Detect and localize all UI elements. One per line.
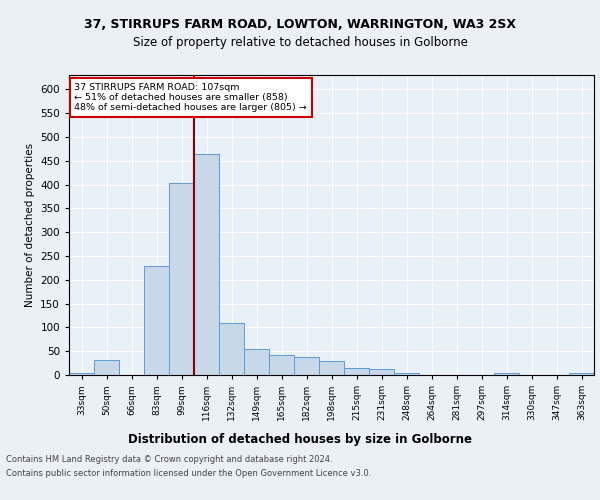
Bar — [494, 372, 519, 375]
Bar — [569, 372, 594, 375]
Y-axis label: Number of detached properties: Number of detached properties — [25, 143, 35, 307]
Text: 37 STIRRUPS FARM ROAD: 107sqm
← 51% of detached houses are smaller (858)
48% of : 37 STIRRUPS FARM ROAD: 107sqm ← 51% of d… — [74, 82, 307, 112]
Bar — [269, 354, 294, 375]
Bar — [319, 360, 344, 375]
Bar — [169, 183, 194, 375]
Text: 37, STIRRUPS FARM ROAD, LOWTON, WARRINGTON, WA3 2SX: 37, STIRRUPS FARM ROAD, LOWTON, WARRINGT… — [84, 18, 516, 30]
Bar — [144, 266, 169, 375]
Bar — [294, 357, 319, 375]
Text: Size of property relative to detached houses in Golborne: Size of property relative to detached ho… — [133, 36, 467, 49]
Bar — [369, 369, 394, 375]
Text: Contains public sector information licensed under the Open Government Licence v3: Contains public sector information licen… — [6, 469, 371, 478]
Bar — [94, 360, 119, 375]
Bar — [219, 322, 244, 375]
Bar — [244, 350, 269, 375]
Text: Contains HM Land Registry data © Crown copyright and database right 2024.: Contains HM Land Registry data © Crown c… — [6, 456, 332, 464]
Bar — [344, 368, 369, 375]
Text: Distribution of detached houses by size in Golborne: Distribution of detached houses by size … — [128, 432, 472, 446]
Bar — [69, 372, 94, 375]
Bar — [194, 154, 219, 375]
Bar — [394, 372, 419, 375]
